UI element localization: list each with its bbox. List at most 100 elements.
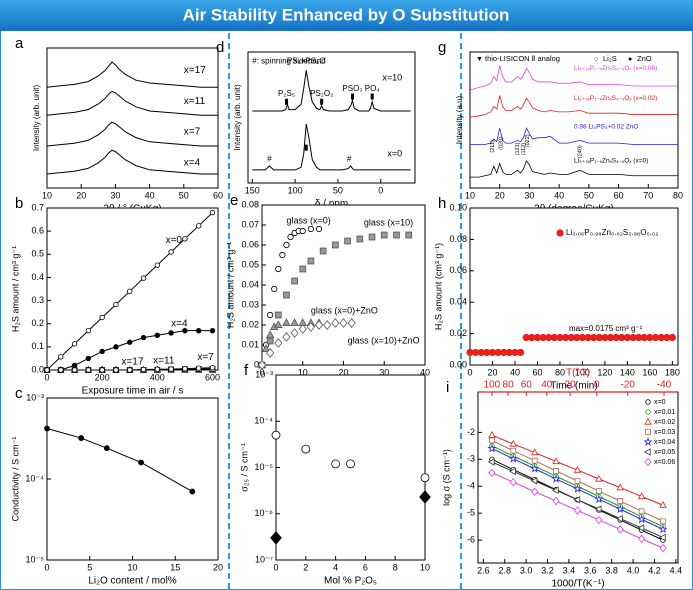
data-point: [616, 525, 624, 534]
data-point: [209, 327, 216, 334]
data-point: [99, 314, 105, 321]
data-point: [274, 338, 283, 348]
series-label: glass (x=10): [364, 217, 413, 227]
y-axis-label: Conductivity / S cm⁻¹: [10, 437, 20, 522]
x2-axis-label: T(°C): [566, 368, 590, 379]
y-tick-label: 10⁻⁷: [255, 554, 273, 564]
series-label: glass (x=0)+ZnO: [311, 305, 378, 315]
data-point: [508, 453, 518, 463]
y-tick-label: -2: [467, 427, 475, 437]
data-point: [103, 445, 110, 452]
x-tick-label: 0: [273, 562, 278, 572]
data-point: [530, 463, 540, 473]
data-point: [668, 333, 676, 342]
legend-marker: [645, 399, 651, 405]
data-point: [282, 332, 291, 342]
x-tick-label: 180: [665, 367, 680, 377]
x-tick-label: 60: [213, 190, 223, 200]
annotation: #: [347, 155, 352, 164]
series-label: x=0: [387, 149, 402, 159]
x-tick-label: 10: [127, 562, 137, 572]
data-point: [306, 322, 315, 332]
data-point: [573, 496, 581, 504]
x-tick-label: 100: [575, 367, 590, 377]
data-point: [283, 291, 290, 299]
data-point: [58, 367, 64, 373]
legend-label: x=0.05: [654, 449, 675, 456]
x-tick-label: 100: [288, 185, 303, 195]
plot-frame: [247, 51, 416, 184]
data-point: [274, 311, 282, 319]
data-point: [140, 366, 147, 373]
series-label: x=4: [171, 318, 188, 329]
y-tick-label: 0: [254, 359, 259, 369]
x-tick-label: 40: [510, 367, 520, 377]
data-point: [290, 318, 299, 326]
data-point: [307, 225, 314, 233]
annotation: PO₄: [365, 84, 380, 93]
y-axis-label: Intensity (a.u): [455, 95, 464, 144]
x-axis-label: Li₂O content / mol%: [88, 576, 176, 587]
plot-frame: [46, 397, 219, 561]
data-point: [307, 257, 315, 265]
series-label: x=7: [197, 352, 214, 363]
x-tick-label: 3.4: [563, 565, 576, 575]
data-point: [551, 486, 559, 495]
data-point: [85, 367, 92, 373]
data-point: [530, 448, 539, 456]
x-axis-label: Time (min): [550, 381, 597, 392]
y-axis-label: Intensity (arb. unit): [32, 85, 41, 152]
data-point: [99, 367, 105, 373]
data-point: [44, 367, 50, 373]
series-label: Li₃₊₃ₓP₁₋ₓZnₓS₄₋ₓOₓ (x=0.02): [574, 95, 657, 102]
annotation: (020): [498, 137, 504, 150]
data-point: [261, 344, 271, 352]
y-tick-label: 0.1: [31, 341, 44, 351]
annotation: max=0.0175 cm³ g⁻¹: [569, 324, 643, 333]
y-tick-label: 0.4: [31, 272, 44, 282]
data-point: [99, 348, 105, 355]
legend-symbol: ●: [628, 56, 632, 63]
panel-letter: a: [15, 35, 24, 52]
legend-label: x=0.06: [654, 459, 675, 466]
y-tick-label: 0.10: [449, 202, 467, 212]
x-tick-label: 30: [379, 367, 389, 377]
x-tick-label: 2.6: [477, 565, 490, 575]
x-tick-label: 80: [673, 190, 683, 200]
data-point: [127, 339, 133, 345]
annotation: P₂S₅: [278, 89, 295, 98]
x-tick-label: 10: [42, 190, 52, 200]
data-point: [509, 439, 518, 447]
x2-tick-label: 40: [541, 380, 553, 391]
data-point: [347, 318, 356, 328]
data-point: [154, 366, 161, 373]
y-tick-label: 10⁻⁴: [254, 416, 273, 426]
data-point: [44, 425, 50, 432]
data-point: [572, 484, 583, 493]
series-label: x=4: [184, 157, 201, 168]
data-point: [551, 474, 561, 483]
x-tick-label: 4.0: [627, 565, 640, 575]
series-line: [470, 127, 678, 145]
data-point: [168, 249, 174, 255]
series-label: 0.98 Li₃PS₄+0.02 ZnO: [574, 124, 638, 131]
y-tick-label: 0.03: [241, 299, 259, 309]
data-point: [615, 504, 625, 514]
peak-marker: [320, 98, 324, 105]
peak-marker: [350, 93, 354, 100]
x-tick-label: 0: [378, 185, 383, 195]
data-point: [368, 233, 376, 241]
data-point: [405, 231, 413, 239]
legend-symbol: ▼: [476, 56, 483, 63]
data-point: [168, 330, 174, 336]
data-point: [315, 225, 323, 233]
annotation: PSO₃: [342, 84, 362, 93]
data-point: [195, 365, 202, 371]
data-point: [168, 366, 174, 372]
y-tick-label: 0.01: [241, 339, 259, 349]
plot-frame: [46, 47, 219, 189]
data-point: [266, 348, 275, 358]
data-point: [380, 231, 388, 239]
x2-tick-label: 100: [484, 380, 501, 391]
